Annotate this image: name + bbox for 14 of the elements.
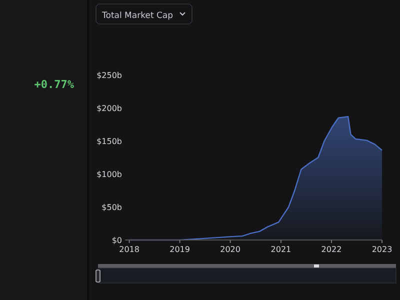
y-tick-label: $50b [102,202,122,212]
x-tick-label: 2021 [270,245,292,254]
x-tick-label: 2023 [372,245,392,254]
y-tick-label: $0 [112,236,122,245]
y-tick-label: $250b [96,70,122,80]
chart-title: Total Market Cap [101,11,174,21]
x-tick-label: 2022 [321,245,342,254]
y-tick-label: $100b [96,170,122,179]
x-tick-label: 2020 [220,245,240,254]
x-tick-label: 2018 [119,245,140,254]
x-tick-label: 2019 [170,245,190,254]
text: +0.77% [34,78,74,91]
y-tick-label: $150b [96,136,122,146]
y-tick-label: $200b [96,104,122,113]
